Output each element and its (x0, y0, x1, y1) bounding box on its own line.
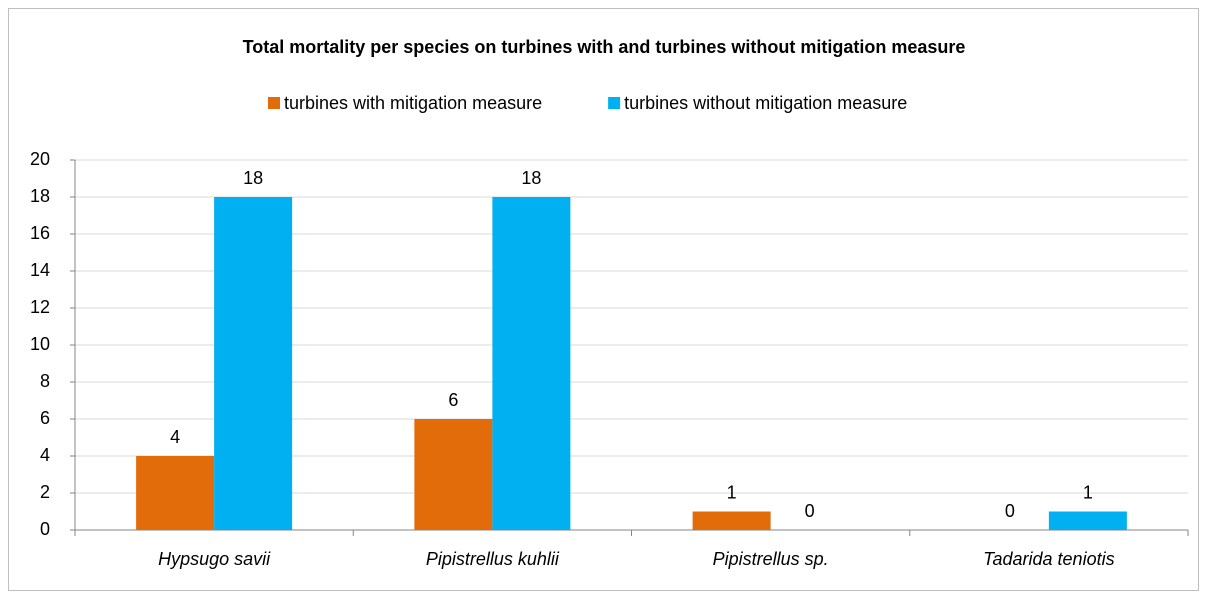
legend-swatch (608, 97, 621, 109)
bar (136, 456, 215, 530)
y-tick-label: 20 (30, 149, 50, 169)
data-label: 0 (805, 501, 815, 521)
data-label: 1 (727, 482, 737, 502)
y-tick-label: 16 (30, 223, 50, 243)
data-label: 18 (521, 168, 541, 188)
x-tick-label: Pipistrellus sp. (713, 549, 829, 569)
y-tick-label: 14 (30, 260, 50, 280)
chart-title: Total mortality per species on turbines … (243, 37, 966, 57)
legend-swatch (268, 97, 280, 109)
bar (414, 419, 493, 530)
bar (492, 197, 571, 530)
y-tick-label: 8 (40, 371, 50, 391)
legend-label: turbines without mitigation measure (624, 93, 907, 113)
y-tick-label: 10 (30, 334, 50, 354)
x-tick-label: Pipistrellus kuhlii (426, 549, 560, 569)
data-label: 0 (1005, 501, 1015, 521)
data-label: 6 (448, 390, 458, 410)
bar (692, 511, 771, 530)
y-tick-label: 18 (30, 186, 50, 206)
legend-label: turbines with mitigation measure (284, 93, 542, 113)
x-tick-label: Tadarida teniotis (983, 549, 1114, 569)
bar (214, 197, 293, 530)
y-tick-label: 4 (40, 445, 50, 465)
y-tick-label: 2 (40, 482, 50, 502)
y-tick-label: 12 (30, 297, 50, 317)
data-label: 18 (243, 168, 263, 188)
data-label: 4 (170, 427, 180, 447)
bar (1048, 511, 1127, 530)
data-label: 1 (1083, 482, 1093, 502)
x-tick-label: Hypsugo savii (158, 549, 271, 569)
y-tick-label: 0 (40, 519, 50, 539)
y-tick-label: 6 (40, 408, 50, 428)
